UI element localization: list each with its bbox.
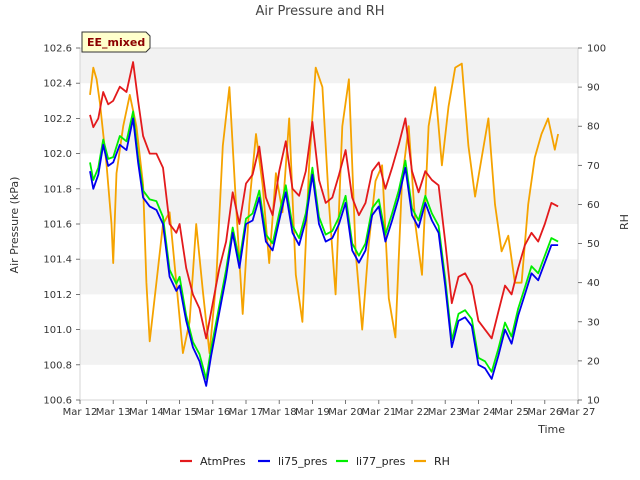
- x-tick-label: Mar 21: [361, 407, 396, 418]
- y-left-tick-label: 101.6: [43, 220, 72, 231]
- y-right-tick-label: 10: [587, 396, 600, 407]
- series-line-li77_pres: [89, 110, 559, 380]
- x-tick-label: Mar 16: [195, 407, 230, 418]
- y-right-tick-label: 40: [587, 278, 600, 289]
- legend: AtmPres li75_pres li77_pres RH: [180, 455, 450, 468]
- x-axis-title: Time: [537, 423, 565, 436]
- legend-label: li75_pres: [278, 455, 328, 468]
- y-right-tick-label: 90: [587, 83, 600, 94]
- x-tick-label: Mar 15: [162, 407, 197, 418]
- grid-band: [80, 259, 578, 295]
- chart-title: Air Pressure and RH: [255, 4, 384, 19]
- y-left-tick-label: 102.0: [43, 149, 72, 160]
- series-line-atmpres: [89, 61, 559, 340]
- y-right-tick-label: 60: [587, 200, 600, 211]
- x-tick-label: Mar 13: [96, 407, 131, 418]
- x-tick-label: Mar 14: [129, 407, 164, 418]
- y-left-tick-label: 102.4: [43, 79, 72, 90]
- grid-band: [80, 224, 578, 260]
- y-left-tick-label: 101.8: [43, 184, 72, 195]
- x-tick-label: Mar 18: [262, 407, 297, 418]
- series-line-rh: [89, 62, 559, 355]
- ticks-layer: 100.6 100.8 101.0 101.2 101.4 101.6 101.8 102.0…: [43, 44, 606, 419]
- series-line-li75_pres: [89, 117, 559, 387]
- y-left-axis-title: Air Pressure (kPa): [8, 177, 21, 274]
- legend-label: RH: [434, 455, 450, 468]
- y-right-tick-label: 80: [587, 122, 600, 133]
- y-left-tick-label: 101.2: [43, 290, 72, 301]
- y-right-tick-label: 50: [587, 239, 600, 250]
- grid-band: [80, 118, 578, 154]
- y-right-tick-label: 70: [587, 161, 600, 172]
- y-left-tick-label: 100.6: [43, 396, 72, 407]
- y-right-tick-label: 20: [587, 356, 600, 367]
- y-left-tick-label: 101.0: [43, 325, 72, 336]
- legend-label: AtmPres: [200, 455, 246, 468]
- dataset-badge: EE_mixed: [81, 31, 151, 53]
- y-right-tick-label: 30: [587, 317, 600, 328]
- y-left-tick-label: 101.4: [43, 255, 72, 266]
- y-right-axis-title: RH: [618, 214, 631, 230]
- y-left-tick-label: 100.8: [43, 360, 72, 371]
- grid-band: [80, 153, 578, 189]
- y-right-tick-label: 100: [587, 44, 606, 55]
- x-tick-label: Mar 23: [428, 407, 463, 418]
- legend-label: li77_pres: [356, 455, 406, 468]
- x-tick-label: Mar 12: [63, 407, 98, 418]
- y-left-tick-label: 102.6: [43, 44, 72, 55]
- x-tick-label: Mar 24: [461, 407, 496, 418]
- grid-band: [80, 48, 578, 84]
- x-tick-label: Mar 17: [229, 407, 264, 418]
- x-tick-label: Mar 19: [295, 407, 330, 418]
- x-tick-label: Mar 25: [494, 407, 529, 418]
- x-tick-label: Mar 20: [328, 407, 363, 418]
- x-tick-label: Mar 22: [395, 407, 430, 418]
- series-layer: [89, 61, 559, 387]
- grid-band: [80, 83, 578, 119]
- y-left-tick-label: 102.2: [43, 114, 72, 125]
- x-tick-label: Mar 27: [561, 407, 596, 418]
- badge-label: EE_mixed: [87, 36, 145, 49]
- grid-band: [80, 364, 578, 400]
- grid-bands: [80, 48, 578, 400]
- x-tick-label: Mar 26: [527, 407, 562, 418]
